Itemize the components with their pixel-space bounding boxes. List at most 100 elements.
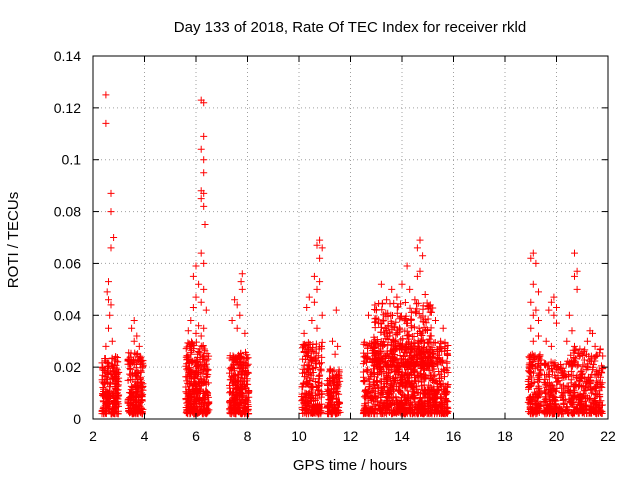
data-point [388, 358, 396, 366]
data-point [235, 408, 242, 416]
data-point [192, 329, 200, 337]
data-point [200, 324, 208, 332]
data-point [360, 402, 368, 410]
data-point [557, 406, 565, 414]
data-point [194, 390, 201, 397]
data-point [392, 343, 400, 351]
data-point [377, 280, 385, 288]
data-point [374, 361, 381, 369]
data-point [387, 379, 395, 387]
data-point [430, 378, 438, 386]
data-point [417, 355, 425, 362]
data-point [316, 254, 324, 262]
data-point [102, 400, 110, 408]
data-point [586, 396, 594, 404]
data-point [313, 241, 321, 249]
y-tick-label: 0 [73, 411, 81, 427]
x-tick-label: 2 [89, 428, 97, 444]
data-point [191, 375, 199, 382]
data-point [233, 324, 241, 332]
data-point [550, 409, 558, 417]
data-point [384, 377, 391, 385]
data-point [200, 202, 208, 210]
data-point [125, 407, 133, 415]
data-points [98, 91, 607, 418]
data-point [313, 285, 321, 293]
data-point [413, 244, 421, 252]
data-point [104, 375, 111, 383]
data-point [184, 364, 192, 372]
data-point [443, 382, 451, 390]
data-point [398, 342, 405, 350]
x-tick-label: 14 [394, 428, 410, 444]
data-point [244, 410, 252, 417]
data-point [403, 349, 411, 357]
data-point [98, 406, 106, 414]
data-point [129, 405, 137, 413]
data-point [200, 169, 208, 177]
data-point [429, 361, 437, 369]
data-point [182, 409, 190, 417]
data-point [407, 380, 415, 388]
data-point [393, 382, 401, 390]
data-point [364, 399, 372, 407]
data-point [336, 400, 343, 408]
data-point [381, 330, 389, 338]
data-point [431, 371, 439, 379]
data-point [567, 376, 575, 384]
data-point [197, 195, 205, 203]
data-point [102, 342, 110, 350]
data-point [587, 376, 594, 384]
data-point [363, 367, 371, 375]
data-point [359, 410, 367, 418]
data-point [408, 333, 416, 340]
data-point [394, 386, 402, 394]
data-point [403, 332, 411, 340]
data-point [527, 254, 535, 262]
data-point [535, 332, 542, 340]
data-point [598, 362, 605, 370]
data-point [242, 394, 250, 402]
data-point [565, 371, 572, 379]
data-point [532, 259, 540, 267]
data-point [576, 345, 584, 353]
data-point [114, 410, 122, 418]
data-point [404, 319, 411, 327]
data-point [304, 339, 312, 347]
data-point [432, 317, 439, 324]
data-point [406, 304, 414, 312]
x-axis-tick-labels: 2 4 6 8 10 12 14 16 18 20 22 [89, 428, 616, 444]
data-point [415, 398, 423, 406]
data-point [377, 406, 384, 413]
data-point [366, 394, 374, 402]
data-point [530, 369, 537, 377]
data-point [303, 304, 311, 311]
data-point [550, 384, 558, 392]
data-point [364, 365, 372, 373]
data-point [564, 409, 571, 417]
data-point [99, 371, 107, 379]
data-point [527, 298, 535, 306]
data-point [386, 384, 394, 392]
data-point [106, 368, 114, 376]
data-point [406, 285, 414, 293]
data-point [229, 364, 237, 372]
data-point [588, 371, 596, 379]
data-point [309, 383, 317, 390]
data-point [532, 306, 540, 314]
data-point [439, 324, 447, 332]
y-tick-label: 0.06 [54, 255, 81, 271]
data-point [407, 322, 415, 330]
data-point [419, 302, 427, 310]
data-point [244, 401, 252, 409]
data-point [370, 409, 378, 417]
data-point [135, 397, 142, 405]
data-point [396, 313, 404, 321]
data-point [310, 272, 318, 280]
data-point [526, 395, 533, 403]
data-point [189, 381, 197, 389]
data-point [375, 300, 383, 307]
data-point [573, 267, 581, 275]
data-point [416, 236, 424, 244]
data-point [362, 386, 370, 394]
